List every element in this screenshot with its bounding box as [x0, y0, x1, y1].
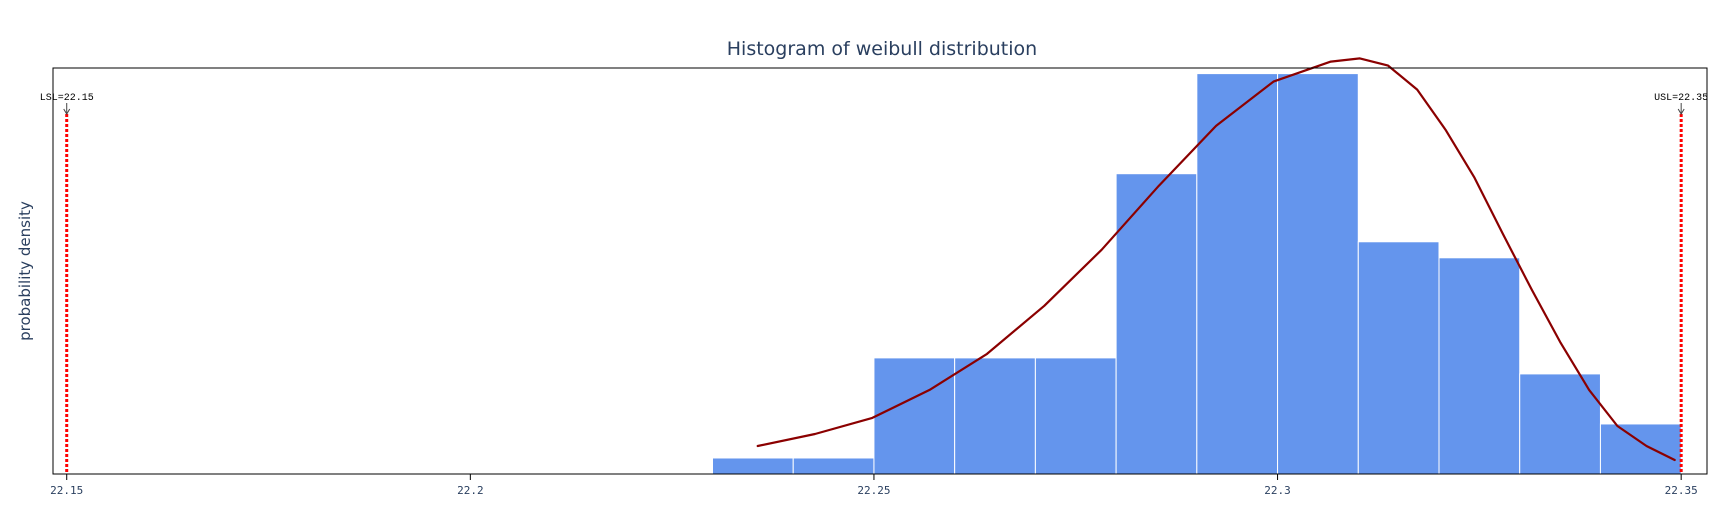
chart-title: Histogram of weibull distribution — [727, 38, 1037, 60]
usl-arrow-icon — [1677, 108, 1685, 115]
x-tick-label: 22.2 — [457, 484, 484, 497]
x-tick-label: 22.35 — [1665, 484, 1698, 497]
plot-frame — [52, 67, 1708, 475]
x-axis-ticks: 22.15 22.2 22.25 22.3 22.35 — [50, 474, 1698, 497]
histogram-bar-8 — [1357, 241, 1440, 475]
histogram-bar-1 — [792, 457, 875, 475]
y-axis-label: probability density — [16, 201, 34, 341]
histogram-bar-9 — [1438, 257, 1521, 475]
histogram-bar-0 — [712, 457, 794, 475]
lsl-arrow-icon — [63, 108, 71, 115]
histogram-bar-6 — [1196, 73, 1279, 475]
spec-limit-layer: LSL=22.15 USL=22.35 — [40, 93, 1708, 474]
histogram-bar-11 — [1599, 423, 1682, 475]
x-tick-label: 22.3 — [1264, 484, 1291, 497]
density-curve — [756, 57, 1676, 462]
histogram-bar-7 — [1277, 73, 1359, 475]
x-tick-label: 22.25 — [857, 484, 890, 497]
histogram-bar-4 — [1034, 357, 1117, 475]
density-curve-layer — [756, 57, 1676, 462]
lsl-label: LSL=22.15 — [40, 93, 94, 104]
histogram-bars — [712, 73, 1682, 475]
x-tick-label: 22.15 — [50, 484, 83, 497]
usl-label: USL=22.35 — [1654, 93, 1708, 104]
histogram-bar-5 — [1115, 173, 1198, 475]
histogram-bar-2 — [873, 357, 956, 475]
histogram-bar-3 — [954, 357, 1036, 475]
histogram-bar-10 — [1519, 373, 1601, 475]
